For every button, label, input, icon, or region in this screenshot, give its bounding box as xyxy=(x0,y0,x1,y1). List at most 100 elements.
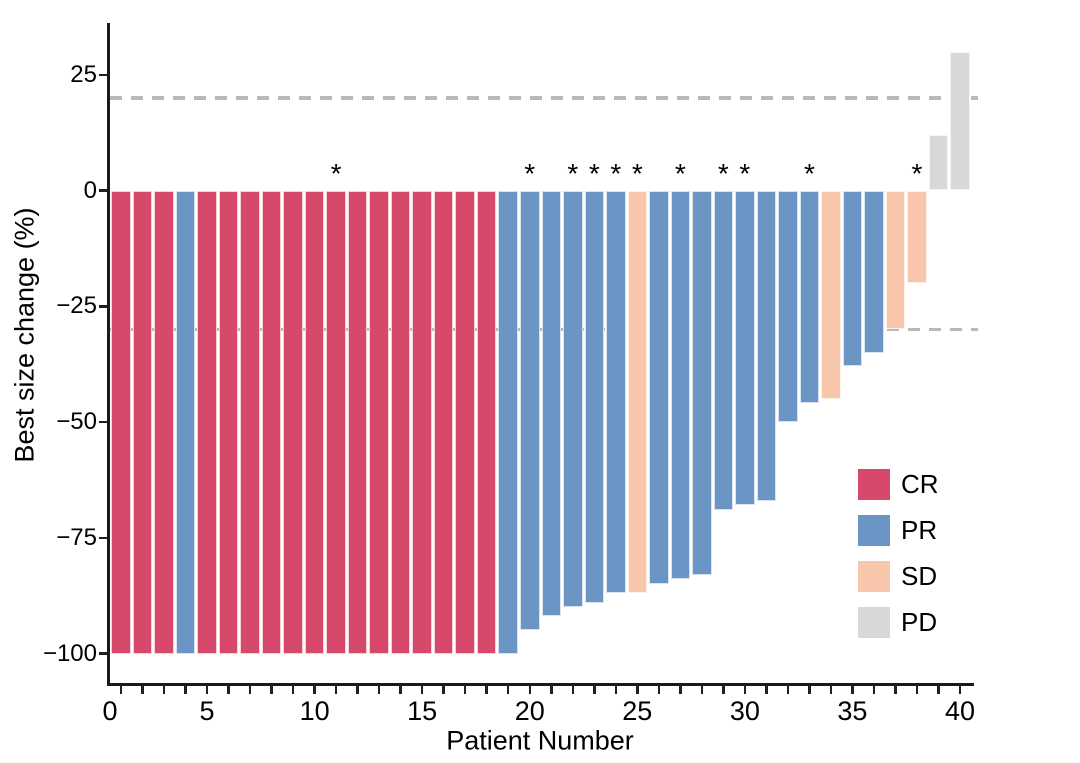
x-tick-2 xyxy=(141,685,144,694)
bar-patient-31 xyxy=(756,190,777,501)
y-tick-label-0: 0 xyxy=(83,176,97,204)
x-tick-25 xyxy=(636,685,639,694)
y-tick-label-25: 25 xyxy=(70,60,97,88)
x-tick-16 xyxy=(442,685,445,694)
x-tick-23 xyxy=(593,685,596,694)
x-tick-12 xyxy=(356,685,359,694)
asterisk-patient-20: * xyxy=(524,158,536,189)
bar-patient-3 xyxy=(154,190,174,654)
legend-swatch-pd xyxy=(858,607,890,638)
x-tick-14 xyxy=(399,685,402,694)
bar-patient-14 xyxy=(390,190,411,654)
x-axis-title: Patient Number xyxy=(446,725,634,756)
bar-patient-28 xyxy=(692,190,712,575)
x-tick-40 xyxy=(958,685,962,694)
bar-patient-17 xyxy=(455,190,475,654)
x-tick-label-0: 0 xyxy=(102,696,118,726)
bar-patient-12 xyxy=(347,190,368,654)
bar-patient-39 xyxy=(928,134,949,191)
bar-patient-10 xyxy=(304,190,325,654)
x-tick-26 xyxy=(657,685,661,694)
bar-patient-34 xyxy=(821,190,841,399)
asterisk-patient-38: * xyxy=(911,158,923,189)
bar-patient-29 xyxy=(713,190,734,510)
bar-patient-11 xyxy=(326,190,346,654)
x-tick-29 xyxy=(722,685,725,694)
bar-patient-38 xyxy=(907,190,927,284)
x-tick-label-30: 30 xyxy=(729,696,760,726)
x-tick-18 xyxy=(485,685,488,694)
asterisk-patient-23: * xyxy=(588,158,600,189)
x-tick-9 xyxy=(291,685,295,694)
x-tick-39 xyxy=(937,685,940,694)
x-tick-10 xyxy=(313,685,316,694)
x-tick-28 xyxy=(700,685,704,694)
bar-patient-4 xyxy=(175,190,196,654)
legend-label-pd: PD xyxy=(901,607,938,637)
x-tick-20 xyxy=(528,685,531,694)
bar-patient-35 xyxy=(842,190,863,367)
x-tick-4 xyxy=(184,685,187,694)
bar-patient-37 xyxy=(885,190,906,330)
legend-label-sd: SD xyxy=(901,561,938,591)
asterisk-patient-11: * xyxy=(330,158,342,189)
x-tick-17 xyxy=(463,685,467,694)
y-tick--75 xyxy=(99,536,107,539)
x-tick-21 xyxy=(550,685,553,694)
legend-swatch-pr xyxy=(858,515,890,546)
x-tick-19 xyxy=(506,685,510,694)
x-axis-line xyxy=(107,682,974,686)
x-tick-35 xyxy=(851,685,854,694)
ref-line-plus20 xyxy=(110,96,978,100)
asterisk-patient-33: * xyxy=(803,158,815,189)
bar-patient-25 xyxy=(627,190,648,594)
x-tick-34 xyxy=(829,685,833,694)
x-tick-30 xyxy=(743,685,747,694)
x-tick-13 xyxy=(377,685,381,694)
y-tick--25 xyxy=(99,305,107,308)
x-tick-label-25: 25 xyxy=(622,696,653,726)
bar-patient-5 xyxy=(197,190,217,654)
bar-patient-26 xyxy=(649,190,669,585)
y-tick-label--100: −100 xyxy=(42,639,97,667)
bar-patient-2 xyxy=(132,190,153,654)
x-tick-6 xyxy=(227,685,230,694)
y-tick-0 xyxy=(99,189,107,192)
x-tick-36 xyxy=(872,685,876,694)
x-tick-label-40: 40 xyxy=(944,696,976,726)
bar-patient-32 xyxy=(778,190,798,422)
x-tick-8 xyxy=(270,685,273,694)
bar-patient-7 xyxy=(240,190,260,654)
bar-patient-1 xyxy=(111,190,131,654)
x-tick-label-15: 15 xyxy=(407,696,438,726)
x-tick-27 xyxy=(679,685,682,694)
asterisk-patient-24: * xyxy=(610,158,622,189)
y-tick--100 xyxy=(99,652,107,655)
x-tick-label-20: 20 xyxy=(514,696,545,726)
bar-patient-8 xyxy=(261,190,282,654)
x-tick-7 xyxy=(248,685,252,694)
y-tick-label--75: −75 xyxy=(56,523,97,551)
bar-patient-13 xyxy=(369,190,389,654)
bar-patient-36 xyxy=(864,190,884,353)
x-tick-37 xyxy=(894,685,897,694)
x-tick-label-35: 35 xyxy=(837,696,868,726)
x-tick-31 xyxy=(765,685,768,694)
bar-patient-40 xyxy=(950,51,970,191)
x-tick-33 xyxy=(808,685,811,694)
y-tick-label--50: −50 xyxy=(56,408,97,435)
bar-patient-22 xyxy=(563,190,583,608)
asterisk-patient-29: * xyxy=(717,158,729,189)
x-tick-24 xyxy=(614,685,618,694)
legend-label-cr: CR xyxy=(901,469,939,499)
asterisk-patient-25: * xyxy=(631,158,643,189)
asterisk-patient-22: * xyxy=(567,158,579,189)
bar-patient-15 xyxy=(412,190,432,654)
bar-patient-24 xyxy=(606,190,626,594)
y-tick--50 xyxy=(99,420,107,424)
bar-patient-30 xyxy=(735,190,755,506)
bar-patient-9 xyxy=(283,190,303,654)
bar-patient-6 xyxy=(218,190,239,654)
y-axis-title: Best size change (%) xyxy=(9,207,40,463)
